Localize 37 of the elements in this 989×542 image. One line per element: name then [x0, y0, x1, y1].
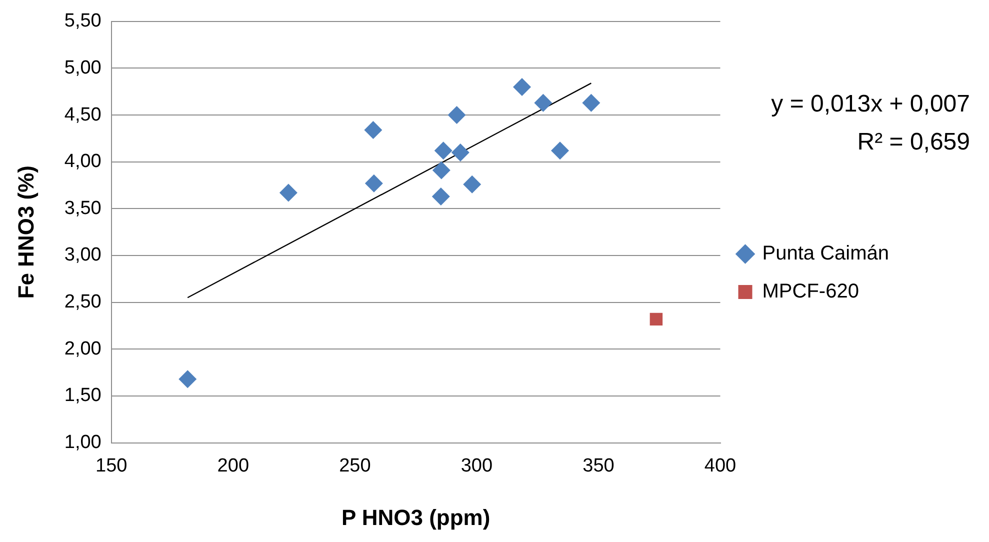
- y-tick-label: 5,50: [64, 10, 102, 32]
- legend-label: MPCF-620: [762, 280, 859, 303]
- point: [463, 175, 482, 194]
- y-tick-label: 4,00: [64, 151, 102, 172]
- point: [513, 78, 532, 96]
- y-tick-label: 1,00: [64, 432, 102, 454]
- point: [448, 106, 466, 124]
- point: [364, 121, 382, 140]
- point: [534, 94, 552, 112]
- legend-label: Punta Caimán: [762, 242, 890, 265]
- x-tick-label: 250: [339, 455, 371, 476]
- point: [364, 174, 383, 192]
- x-tick-label: 400: [704, 455, 736, 476]
- x-tick-label: 200: [217, 455, 250, 476]
- point: [434, 142, 452, 160]
- point: [451, 144, 470, 162]
- x-tick-label: 350: [582, 455, 614, 476]
- y-tick-label: 2,50: [64, 292, 102, 313]
- x-axis-title: P HNO3 (ppm): [341, 504, 490, 530]
- point: [432, 161, 450, 180]
- y-tick-label: 4,50: [64, 104, 102, 126]
- point: [432, 188, 450, 206]
- point: [650, 312, 663, 326]
- point: [551, 142, 570, 160]
- x-tick-label: 300: [460, 455, 493, 476]
- text: R² = 0,659: [857, 128, 970, 156]
- text: y = 0,013x + 0,007: [771, 90, 970, 118]
- y-tick-label: 5,00: [64, 57, 102, 78]
- y-axis-title: Fe HNO3 (%): [13, 165, 38, 299]
- point: [178, 370, 197, 388]
- y-tick-label: 3,00: [64, 244, 102, 266]
- point: [582, 94, 600, 112]
- point: [279, 184, 298, 202]
- y-tick-label: 1,50: [64, 385, 102, 406]
- y-tick-label: 2,00: [64, 338, 102, 360]
- y-tick-label: 3,50: [64, 198, 102, 219]
- x-tick-label: 150: [96, 455, 128, 476]
